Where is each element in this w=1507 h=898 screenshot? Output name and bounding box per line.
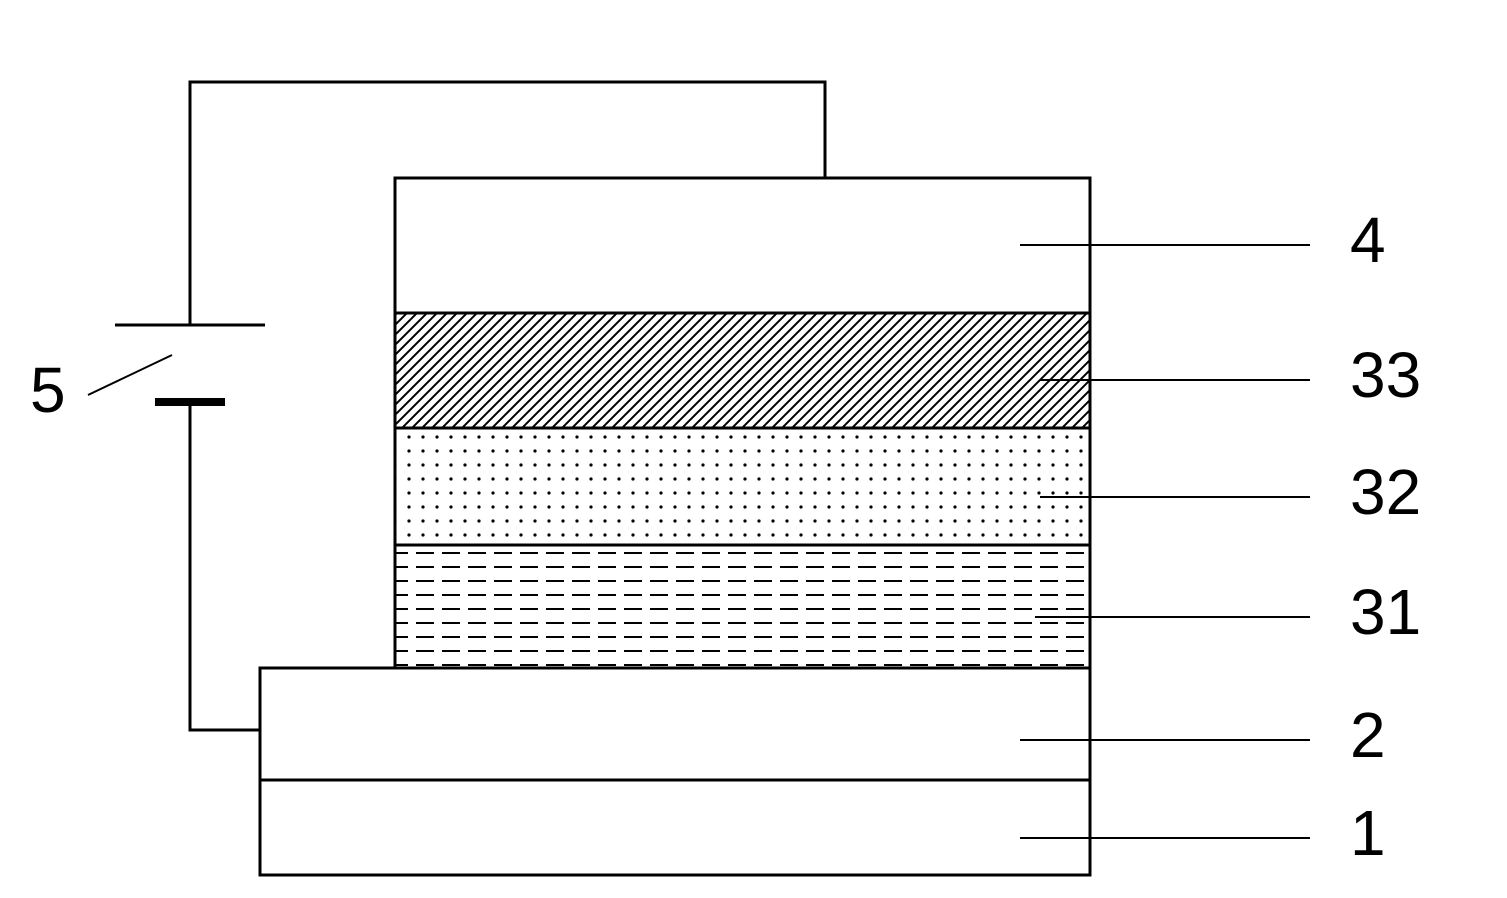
- label-2: 2: [1350, 699, 1386, 771]
- diagram-canvas: 4 33 32 31 2 1 5: [0, 0, 1507, 898]
- label-31: 31: [1350, 576, 1421, 648]
- label-1: 1: [1350, 797, 1386, 869]
- label-4: 4: [1350, 204, 1386, 276]
- wire: [190, 402, 260, 730]
- label-32: 32: [1350, 456, 1421, 528]
- layer-31-pattern: [397, 547, 1089, 667]
- layers-group: [260, 178, 1090, 875]
- label-5: 5: [30, 354, 66, 426]
- layer-2: [260, 668, 1090, 780]
- layer-33-pattern: [397, 315, 1089, 427]
- label-33: 33: [1350, 339, 1421, 411]
- layer-1: [260, 780, 1090, 875]
- leader-line-5: [88, 355, 172, 395]
- layer-4: [395, 178, 1090, 313]
- layer-32-pattern: [397, 430, 1089, 544]
